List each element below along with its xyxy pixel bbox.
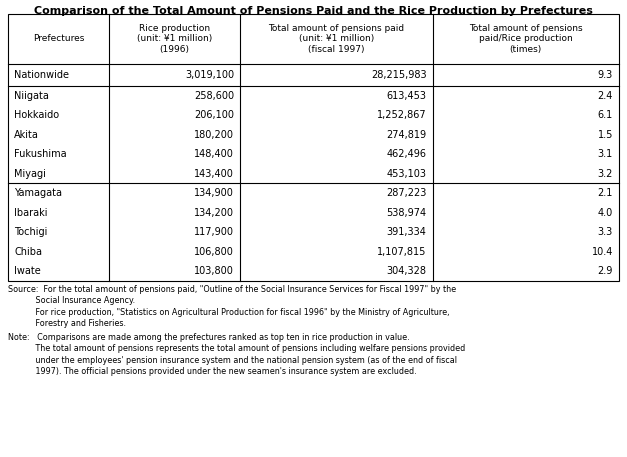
Text: Total amount of pensions
paid/Rice production
(times): Total amount of pensions paid/Rice produ… (469, 24, 582, 54)
Text: 2.1: 2.1 (598, 188, 613, 198)
Text: 6.1: 6.1 (598, 110, 613, 120)
Text: Miyagi: Miyagi (14, 169, 46, 179)
Text: 28,215,983: 28,215,983 (371, 70, 426, 80)
Text: 10.4: 10.4 (592, 247, 613, 257)
Bar (8, 14, 619, 281)
Text: 3.3: 3.3 (598, 227, 613, 237)
Text: Social Insurance Agency.: Social Insurance Agency. (8, 297, 135, 305)
Text: 453,103: 453,103 (387, 169, 426, 179)
Text: Tochigi: Tochigi (14, 227, 48, 237)
Text: Source:  For the total amount of pensions paid, "Outline of the Social Insurance: Source: For the total amount of pensions… (8, 285, 456, 294)
Text: 2.9: 2.9 (598, 266, 613, 276)
Text: 3.1: 3.1 (598, 149, 613, 159)
Text: 2.4: 2.4 (598, 91, 613, 101)
Text: 391,334: 391,334 (387, 227, 426, 237)
Text: 1,107,815: 1,107,815 (377, 247, 426, 257)
Text: Nationwide: Nationwide (14, 70, 69, 80)
Text: Akita: Akita (14, 130, 39, 140)
Text: 117,900: 117,900 (194, 227, 234, 237)
Text: 148,400: 148,400 (194, 149, 234, 159)
Text: 1,252,867: 1,252,867 (377, 110, 426, 120)
Text: Yamagata: Yamagata (14, 188, 62, 198)
Text: 143,400: 143,400 (194, 169, 234, 179)
Text: 9.3: 9.3 (598, 70, 613, 80)
Text: 287,223: 287,223 (386, 188, 426, 198)
Text: 3,019,100: 3,019,100 (185, 70, 234, 80)
Text: 274,819: 274,819 (386, 130, 426, 140)
Text: Ibaraki: Ibaraki (14, 208, 48, 218)
Text: Note:   Comparisons are made among the prefectures ranked as top ten in rice pro: Note: Comparisons are made among the pre… (8, 333, 409, 342)
Text: 1997). The official pensions provided under the new seamen's insurance system ar: 1997). The official pensions provided un… (8, 367, 416, 377)
Text: The total amount of pensions represents the total amount of pensions including w: The total amount of pensions represents … (8, 345, 465, 354)
Text: Total amount of pensions paid
(unit: ¥1 million)
(fiscal 1997): Total amount of pensions paid (unit: ¥1 … (268, 24, 404, 54)
Text: 134,200: 134,200 (194, 208, 234, 218)
Text: 106,800: 106,800 (194, 247, 234, 257)
Text: 462,496: 462,496 (387, 149, 426, 159)
Text: Comparison of the Total Amount of Pensions Paid and the Rice Production by Prefe: Comparison of the Total Amount of Pensio… (34, 6, 593, 16)
Text: Iwate: Iwate (14, 266, 41, 276)
Text: Rice production
(unit: ¥1 million)
(1996): Rice production (unit: ¥1 million) (1996… (137, 24, 212, 54)
Text: 134,900: 134,900 (194, 188, 234, 198)
Text: 103,800: 103,800 (194, 266, 234, 276)
Text: Hokkaido: Hokkaido (14, 110, 59, 120)
Text: 1.5: 1.5 (598, 130, 613, 140)
Text: 304,328: 304,328 (387, 266, 426, 276)
Text: 538,974: 538,974 (386, 208, 426, 218)
Text: For rice production, "Statistics on Agricultural Production for fiscal 1996" by : For rice production, "Statistics on Agri… (8, 308, 450, 317)
Text: 258,600: 258,600 (194, 91, 234, 101)
Text: Forestry and Fisheries.: Forestry and Fisheries. (8, 319, 126, 329)
Text: Niigata: Niigata (14, 91, 49, 101)
Text: Prefectures: Prefectures (33, 34, 84, 43)
Text: under the employees' pension insurance system and the national pension system (a: under the employees' pension insurance s… (8, 356, 457, 365)
Text: 180,200: 180,200 (194, 130, 234, 140)
Text: 613,453: 613,453 (387, 91, 426, 101)
Text: Chiba: Chiba (14, 247, 42, 257)
Text: 3.2: 3.2 (598, 169, 613, 179)
Text: 206,100: 206,100 (194, 110, 234, 120)
Text: 4.0: 4.0 (598, 208, 613, 218)
Text: Fukushima: Fukushima (14, 149, 66, 159)
